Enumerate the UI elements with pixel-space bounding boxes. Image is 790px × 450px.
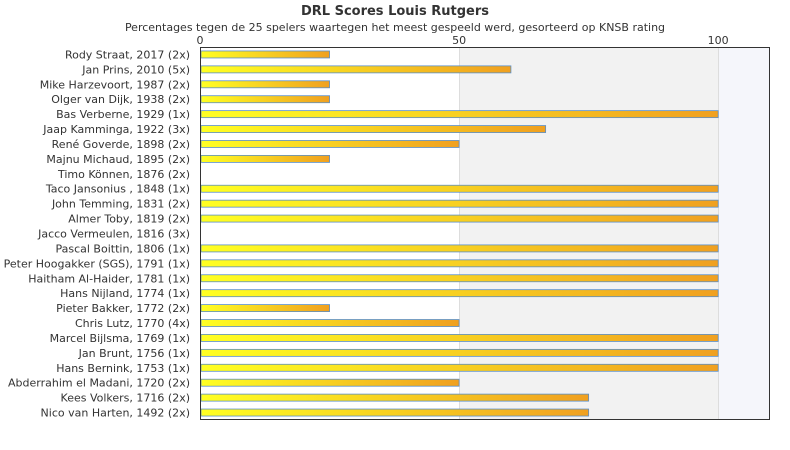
band-100-max [718,47,770,420]
bar [200,154,330,163]
category-label: René Goverde, 1898 (2x) [52,138,190,151]
category-label: Jan Brunt, 1756 (1x) [78,347,190,360]
bar [200,95,330,104]
category-label: Olger van Dijk, 1938 (2x) [51,93,190,106]
plot-background [200,47,770,420]
bar [200,408,590,417]
category-label: Hans Nijland, 1774 (1x) [60,287,190,300]
gridlines [459,47,719,420]
bar [200,125,547,133]
band-50-100 [459,47,719,420]
category-label: Jan Prins, 2010 (5x) [81,63,190,76]
category-label: Kees Volkers, 1716 (2x) [61,392,190,405]
x-tick-label: 0 [197,34,204,47]
plot-frame [200,47,770,420]
bar [200,65,512,74]
bar [200,80,330,89]
x-tick-label: 50 [452,34,466,47]
category-label: Taco Jansonius , 1848 (1x) [45,183,190,196]
bar [200,110,719,119]
bar [200,378,460,387]
bar [200,304,330,313]
bar [200,319,460,327]
bar [200,348,719,357]
category-label: Mike Harzevoort, 1987 (2x) [40,78,190,91]
band-0-50 [200,47,460,420]
bar [200,184,719,193]
category-label: Haitham Al-Haider, 1781 (1x) [28,272,190,285]
category-label: Hans Bernink, 1753 (1x) [56,362,190,375]
category-label: Almer Toby, 1819 (2x) [68,213,190,226]
category-label: Abderrahim el Madani, 1720 (2x) [8,377,190,390]
category-label: Nico van Harten, 1492 (2x) [41,407,190,420]
bar [200,50,330,59]
bar [200,259,719,268]
axes [200,47,770,420]
x-tick-labels: 0 50 100 [197,34,729,47]
category-label: Pascal Boittin, 1806 (1x) [55,242,190,255]
bar [200,363,719,372]
category-label: Rody Straat, 2017 (2x) [65,48,190,61]
bar [200,244,719,253]
category-label: Pieter Bakker, 1772 (2x) [56,302,190,315]
category-label: Chris Lutz, 1770 (4x) [75,317,190,330]
chart-title: DRL Scores Louis Rutgers [301,4,489,19]
category-labels: Rody Straat, 2017 (2x) Jan Prins, 2010 (5… [4,48,190,419]
category-label: Timo Können, 1876 (2x) [57,168,190,181]
bar [200,274,719,283]
bar [200,140,460,148]
chart-subtitle: Percentages tegen de 25 spelers waartege… [125,21,665,34]
category-label: Jacco Vermeulen, 1816 (3x) [37,228,190,241]
bar [200,289,719,298]
category-label: Bas Verberne, 1929 (1x) [56,108,190,121]
category-label: Peter Hoogakker (SGS), 1791 (1x) [4,257,190,270]
category-label: Jaap Kamminga, 1922 (3x) [42,123,190,136]
bar [200,199,719,208]
bar [200,214,719,223]
bar [200,393,590,402]
category-label: John Temming, 1831 (2x) [51,198,190,211]
category-label: Marcel Bijlsma, 1769 (1x) [50,332,190,345]
category-label: Majnu Michaud, 1895 (2x) [46,153,190,166]
x-tick-label: 100 [708,34,729,47]
bar [200,334,719,342]
bars [200,50,719,417]
